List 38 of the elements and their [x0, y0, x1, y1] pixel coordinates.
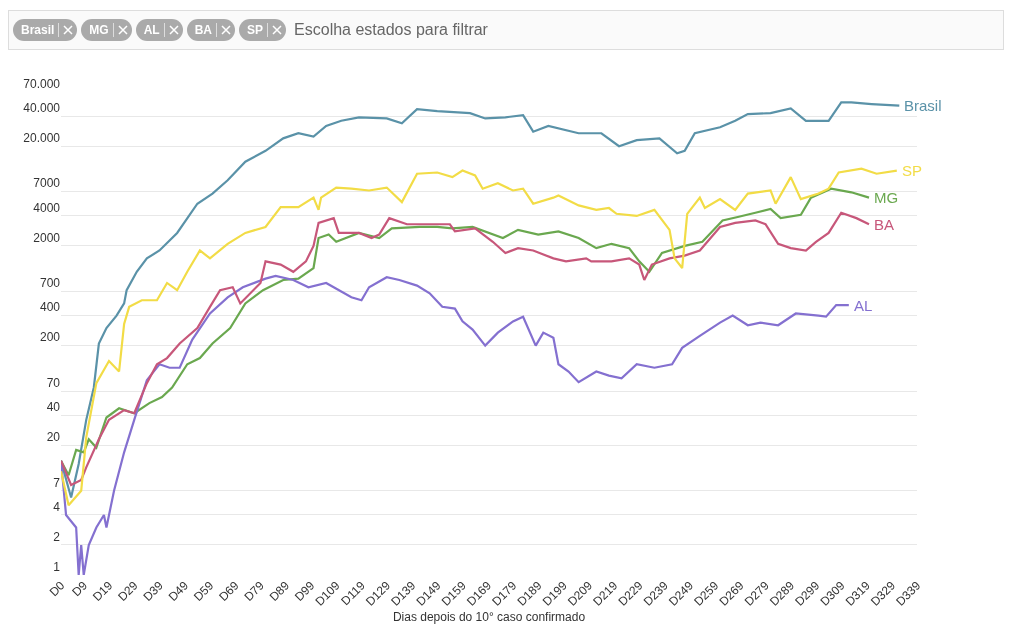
series-label: MG	[874, 189, 899, 206]
x-tick-label: D9	[69, 578, 91, 600]
filter-chip[interactable]: Brasil	[13, 19, 78, 41]
x-tick-label: D79	[241, 578, 268, 604]
x-tick-label: D29	[115, 578, 141, 604]
y-tick-label: 40	[46, 400, 61, 415]
x-tick-label: D39	[140, 578, 167, 604]
y-tick-label: 7	[53, 475, 61, 490]
y-tick-label: 70	[46, 375, 61, 390]
y-tick-label: 200	[39, 330, 61, 345]
y-tick-label: 20.000	[23, 131, 61, 146]
filter-chip[interactable]: BA	[186, 19, 236, 41]
x-tick-label: D69	[216, 578, 242, 604]
y-tick-label: 20	[46, 430, 61, 445]
filter-chip[interactable]: AL	[135, 19, 183, 41]
series-label: Brasil	[904, 97, 942, 114]
x-axis-title: Dias depois do 10° caso confirmado	[392, 609, 586, 624]
x-tick-label: D19	[89, 578, 116, 604]
x-tick-label: D0	[46, 578, 68, 600]
y-tick-label: 4000	[33, 200, 61, 215]
chart-subtitle: Escolha estados para filtrar	[294, 21, 488, 39]
x-tick-label: D49	[165, 578, 192, 604]
series-label: SP	[902, 162, 923, 179]
x-tick-label: D59	[190, 578, 217, 604]
y-tick-label: 2000	[33, 230, 61, 245]
y-tick-label: 2	[53, 529, 61, 544]
filter-chip[interactable]: MG	[81, 19, 132, 41]
y-tick-label: 7000	[33, 176, 61, 191]
y-tick-label: 4	[53, 499, 61, 514]
series-label: BA	[874, 216, 895, 233]
y-tick-label: 70.000	[23, 76, 61, 91]
y-tick-label: 1	[53, 559, 61, 574]
y-tick-label: 700	[39, 276, 61, 291]
y-tick-label: 40.000	[23, 101, 61, 116]
x-tick-label: D89	[266, 578, 293, 604]
y-tick-label: 400	[39, 300, 61, 315]
series-label: AL	[854, 297, 873, 314]
filter-chip[interactable]: SP	[239, 19, 287, 41]
